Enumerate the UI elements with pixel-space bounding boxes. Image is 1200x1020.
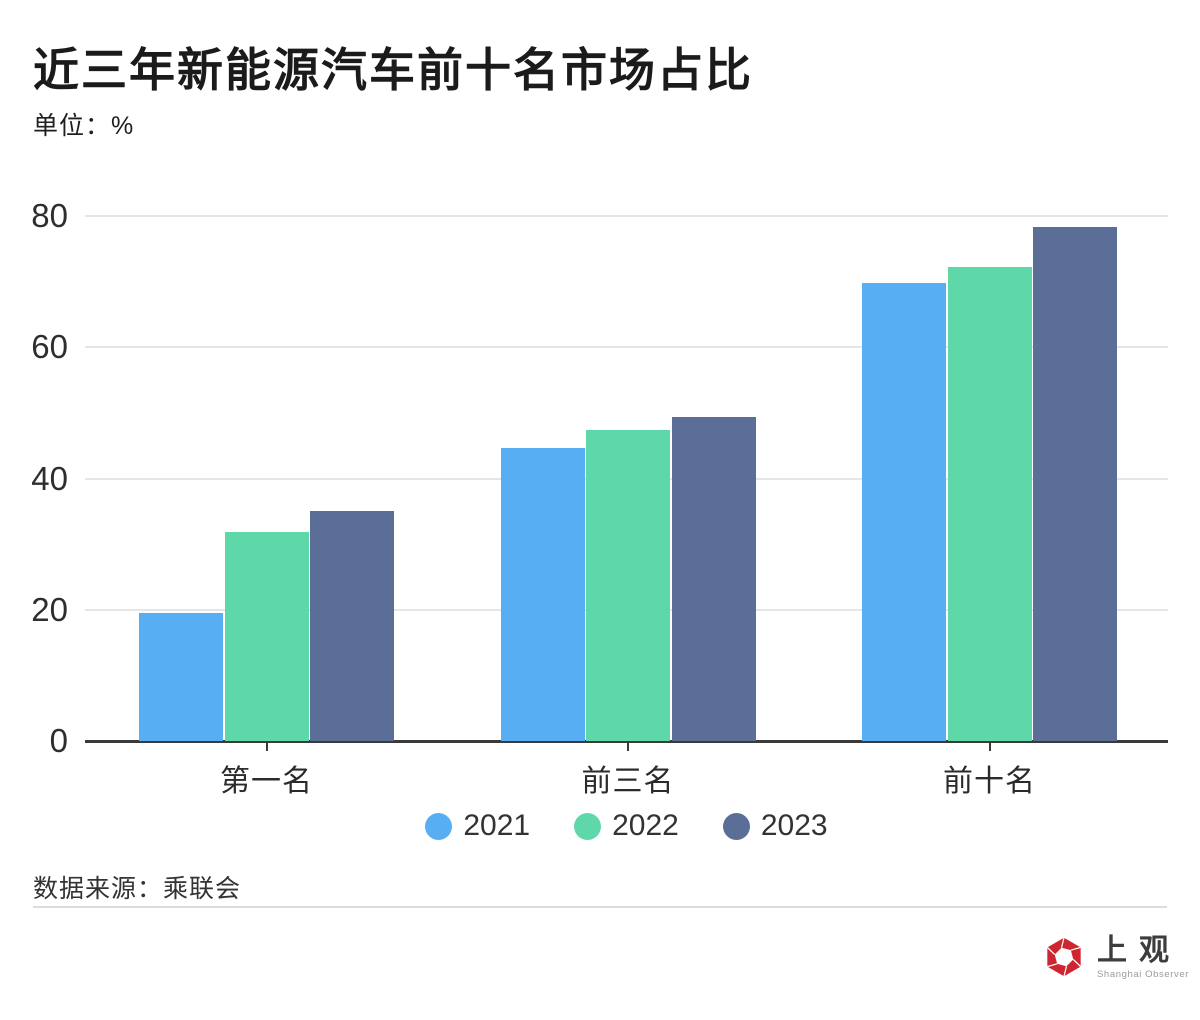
chart-legend: 2021 2022 2023 — [85, 809, 1168, 843]
legend-item-2022: 2022 — [574, 809, 679, 843]
bar-2021-前三名 — [500, 447, 585, 741]
bar-2021-前十名 — [862, 282, 946, 741]
legend-dot-2021 — [425, 812, 453, 840]
logo-chinese-name: 上观 — [1097, 933, 1181, 968]
bar-2022-前三名 — [586, 429, 670, 741]
x-axis-tick-前十名 — [988, 742, 991, 751]
bar-2022-第一名 — [224, 532, 309, 741]
bar-2022-前十名 — [947, 266, 1032, 741]
bar-2023-第一名 — [310, 510, 394, 741]
publisher-logo: 上观 Shanghai Observer — [1043, 936, 1189, 980]
legend-dot-2023 — [722, 812, 750, 840]
legend-dot-2022 — [574, 812, 602, 840]
y-axis-tick-label-0: 0 — [49, 722, 68, 759]
shanghai-observer-aperture-icon — [1046, 937, 1082, 977]
legend-label-2021: 2021 — [463, 809, 531, 842]
x-axis-tick-前三名 — [627, 742, 629, 751]
legend-item-2021: 2021 — [425, 809, 530, 843]
bar-2023-前三名 — [671, 417, 756, 741]
logo-english-name: Shanghai Observer — [1097, 969, 1190, 980]
bar-2023-前十名 — [1033, 227, 1117, 741]
legend-label-2023: 2023 — [760, 809, 828, 842]
chart-title: 近三年新能源汽车前十名市场占比 — [33, 44, 753, 96]
y-axis-tick-label-20: 20 — [31, 590, 68, 628]
unit-label: 单位：% — [33, 112, 135, 140]
gridline-y-80 — [85, 215, 1168, 217]
x-axis-label-前三名: 前三名 — [581, 765, 675, 798]
x-axis-line — [85, 740, 1168, 743]
bar-2021-第一名 — [139, 613, 223, 741]
y-axis-tick-label-40: 40 — [31, 459, 68, 497]
y-axis-tick-label-80: 80 — [31, 197, 68, 234]
footer-divider — [33, 906, 1167, 908]
y-axis-tick-label-60: 60 — [31, 328, 68, 366]
x-axis-label-第一名: 第一名 — [220, 765, 313, 798]
legend-item-2023: 2023 — [722, 809, 828, 843]
x-axis-label-前十名: 前十名 — [943, 765, 1036, 798]
legend-label-2022: 2022 — [612, 809, 679, 842]
data-source-label: 数据来源：乘联会 — [33, 875, 242, 903]
x-axis-tick-第一名 — [265, 742, 268, 751]
gridline-y-60 — [85, 346, 1168, 349]
